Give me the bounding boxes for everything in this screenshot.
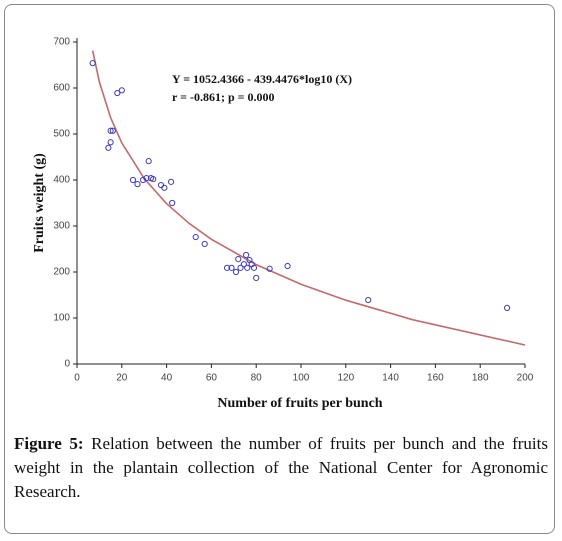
point [109,127,116,134]
x-tick-label: 200 [517,373,534,384]
point [250,264,258,271]
point [167,178,175,185]
point [284,262,291,270]
point [365,296,372,304]
point [169,199,176,207]
chart: Y = 1052.4366 - 439.4476*log10 (X) r = -… [32,37,534,412]
y-tick-label: 500 [53,129,70,140]
point [232,268,240,276]
point [107,127,114,134]
x-tick-label: 0 [74,373,80,384]
point [235,256,242,263]
point [243,251,250,259]
y-tick-label: 400 [53,175,70,186]
point [134,181,141,188]
x-tick-label: 120 [337,373,354,384]
annotation: r = -0.861; p = 0.000 [172,90,274,104]
annotation: Y = 1052.4366 - 439.4476*log10 (X) [172,72,352,86]
point [129,176,137,184]
point [161,184,168,191]
point [114,89,121,97]
x-tick-label: 20 [116,373,128,384]
point [253,274,260,282]
point [105,144,112,151]
point [150,175,157,183]
caption: Figure 5: Relation between the number of… [14,432,548,504]
y-tick-label: 100 [53,313,70,324]
point [266,265,273,272]
y-tick-label: 0 [64,359,70,370]
y-tick-label: 200 [53,267,70,278]
point [139,176,147,184]
point [157,181,165,189]
y-tick-label: 700 [53,37,70,48]
y-tick-label: 600 [53,83,70,94]
x-tick-label: 100 [293,373,310,384]
point [145,158,152,165]
x-tick-label: 60 [206,373,218,384]
point [240,261,247,268]
x-tick-label: 40 [161,373,173,384]
point [118,87,125,94]
y-tick-label: 300 [53,221,70,232]
y-axis-label: Fruits weight (g) [32,153,47,253]
figure-frame [4,4,555,534]
point [223,264,231,271]
point [201,240,208,248]
x-tick-label: 80 [251,373,263,384]
x-tick-label: 140 [382,373,399,384]
point [143,175,150,182]
x-tick-label: 160 [427,373,444,384]
point [192,233,199,241]
caption-text: Relation between the number of fruits pe… [14,434,548,501]
x-axis-label: Number of fruits per bunch [217,396,382,411]
point [89,60,96,67]
point [503,304,511,311]
point [228,264,235,271]
point [244,264,251,271]
point [237,264,244,271]
point [107,139,114,146]
fit-curve [91,50,526,346]
x-tick-label: 180 [472,373,489,384]
caption-label: Figure 5: [14,434,84,453]
